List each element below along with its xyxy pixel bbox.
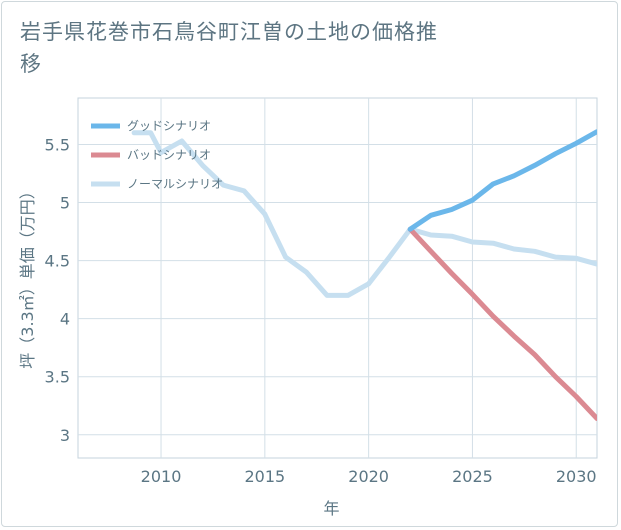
x-tick-label: 2030 <box>556 467 597 486</box>
x-tick-label: 2010 <box>141 467 182 486</box>
y-tick-label: 4 <box>60 310 70 329</box>
series-line-normal <box>131 130 597 298</box>
y-tick-label: 4.5 <box>45 252 70 271</box>
legend-label-good: グッドシナリオ <box>127 119 211 133</box>
series-line-good <box>407 129 597 232</box>
y-tick-label: 3.5 <box>45 368 70 387</box>
x-tick-label: 2025 <box>452 467 493 486</box>
x-tick-label: 2020 <box>348 467 389 486</box>
x-tick-label: 2015 <box>244 467 285 486</box>
y-tick-label: 3 <box>60 426 70 445</box>
x-axis-label: 年 <box>323 499 339 518</box>
y-tick-label: 5 <box>60 194 70 213</box>
chart-title: 岩手県花巻市石鳥谷町江曽の土地の価格推移 <box>20 20 438 76</box>
plot-area <box>77 97 598 459</box>
series-line-bad <box>407 226 597 421</box>
legend-label-bad: バッドシナリオ <box>127 148 211 162</box>
y-axis-label: 坪（3.3㎡）単価（万円） <box>18 183 37 368</box>
y-tick-label: 5.5 <box>45 135 70 154</box>
legend-label-normal: ノーマルシナリオ <box>127 177 223 191</box>
